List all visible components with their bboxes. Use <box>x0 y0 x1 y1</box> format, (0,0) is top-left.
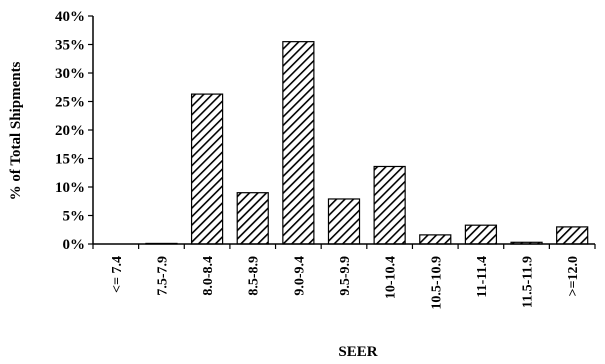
bar <box>556 226 589 245</box>
x-tick-label: 7.5-7.9 <box>155 256 170 296</box>
bar <box>419 234 452 245</box>
y-tick-label: 30% <box>55 66 85 82</box>
y-axis-ticks: 0% 5% 10% 15% 20% 25% 30% 35% 40% <box>55 9 93 253</box>
y-tick-label: 20% <box>55 123 85 139</box>
x-tick-label: 9.5-9.9 <box>338 256 353 296</box>
y-tick-label: 40% <box>55 9 85 25</box>
y-tick-label: 10% <box>55 180 85 196</box>
bar <box>464 224 498 245</box>
x-tick-label: 9.0-9.4 <box>292 256 307 296</box>
x-tick-label: 11-11.4 <box>475 256 490 298</box>
x-tick-label: 11.5-11.9 <box>521 256 536 308</box>
y-tick-label: 0% <box>63 237 86 253</box>
x-axis-ticks: <= 7.4 7.5-7.9 8.0-8.4 8.5-8.9 9.0-9.4 9.5-9.… <box>92 244 596 310</box>
x-tick-label: <= 7.4 <box>110 256 125 293</box>
x-tick-label: 8.0-8.4 <box>201 256 216 296</box>
x-tick-label: 10-10.4 <box>384 256 399 299</box>
bar <box>327 198 361 245</box>
x-tick-label: >=12.0 <box>566 256 581 296</box>
bars-group <box>145 41 589 245</box>
x-tick-label: 10.5-10.9 <box>429 256 444 310</box>
bar <box>282 41 315 245</box>
x-tick-label: 8.5-8.9 <box>247 256 262 296</box>
x-axis-title: SEER <box>338 344 377 360</box>
y-tick-label: 25% <box>55 95 85 111</box>
y-tick-label: 5% <box>63 209 86 225</box>
y-axis-title: % of Total Shipments <box>8 61 24 200</box>
bar <box>190 93 224 245</box>
y-tick-label: 15% <box>55 152 85 168</box>
bar <box>236 192 269 245</box>
bar <box>373 165 406 245</box>
y-tick-label: 35% <box>55 38 85 54</box>
